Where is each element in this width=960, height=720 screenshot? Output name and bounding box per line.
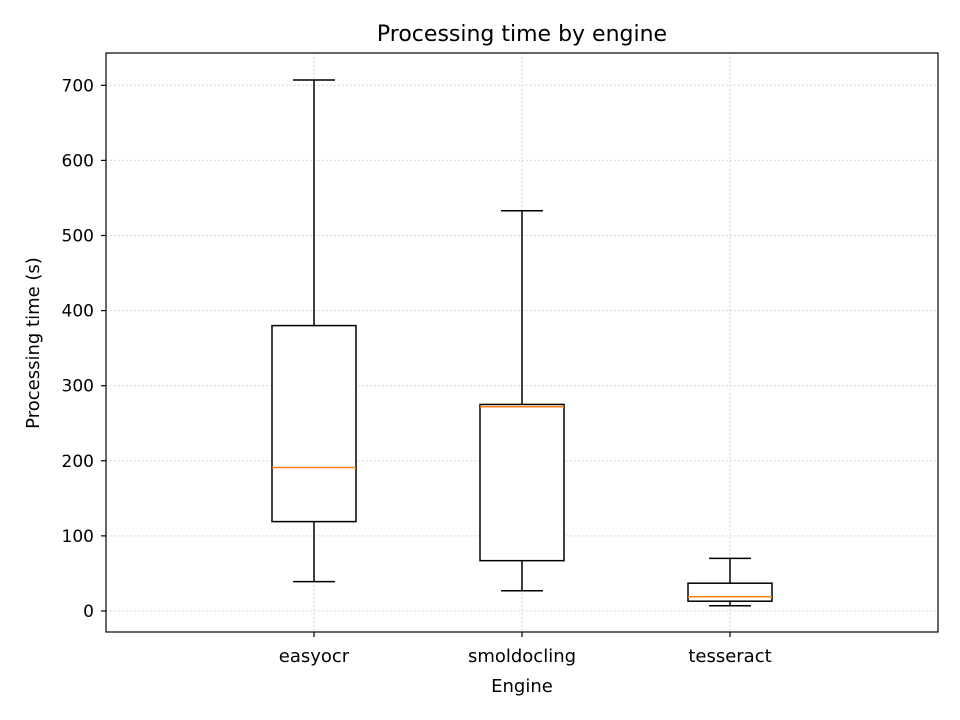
box-tesseract bbox=[687, 557, 773, 607]
x-axis-label: Engine bbox=[491, 676, 553, 697]
iqr-box bbox=[271, 324, 357, 523]
y-tick-label: 0 bbox=[83, 602, 94, 622]
x-axis-ticks: easyocr smoldocling tesseract bbox=[279, 632, 772, 667]
chart-title: Processing time by engine bbox=[377, 22, 667, 47]
box-easyocr bbox=[271, 79, 357, 583]
boxes bbox=[271, 79, 773, 607]
y-tick-label: 400 bbox=[62, 302, 94, 322]
y-tick-label: 600 bbox=[62, 151, 94, 171]
x-tick-label: tesseract bbox=[688, 646, 771, 667]
y-tick-label: 700 bbox=[62, 76, 94, 96]
iqr-box bbox=[479, 403, 565, 562]
y-axis-ticks: 0 100 200 300 400 500 600 700 bbox=[62, 76, 106, 622]
y-tick-label: 200 bbox=[62, 452, 94, 472]
box-smoldocling bbox=[479, 209, 565, 592]
y-tick-label: 300 bbox=[62, 377, 94, 397]
y-axis-label: Processing time (s) bbox=[23, 257, 44, 429]
y-tick-label: 100 bbox=[62, 527, 94, 547]
x-tick-label: easyocr bbox=[279, 646, 350, 667]
y-tick-label: 500 bbox=[62, 226, 94, 246]
iqr-box bbox=[687, 582, 773, 602]
x-tick-label: smoldocling bbox=[468, 646, 576, 667]
